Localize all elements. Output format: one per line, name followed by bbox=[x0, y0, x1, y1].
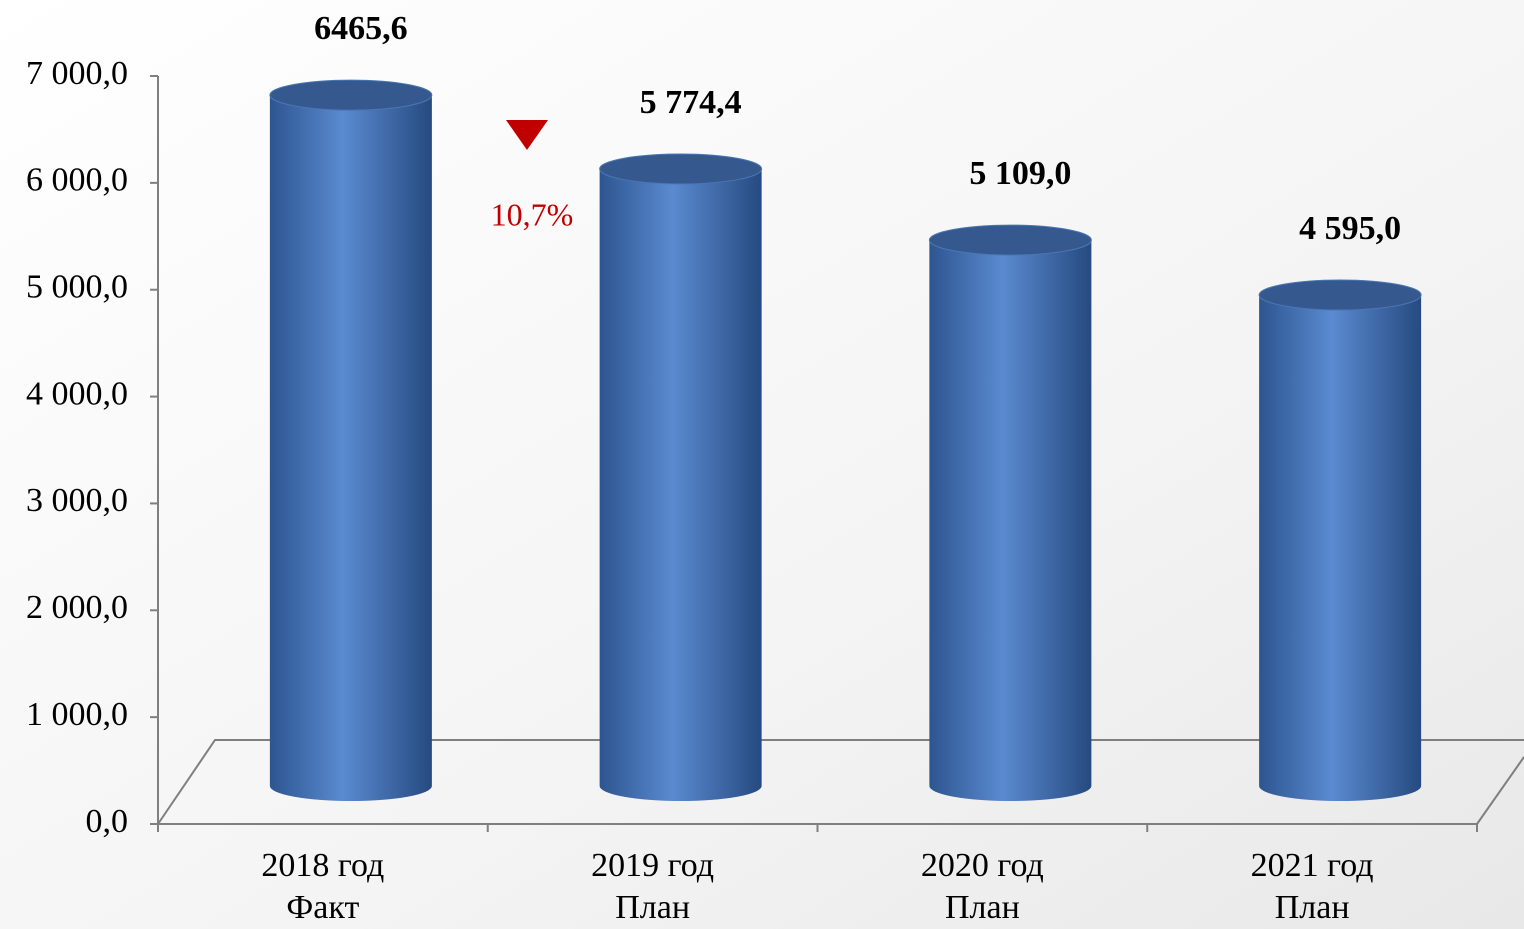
value-label: 5 774,4 bbox=[640, 84, 742, 121]
y-tick-label: 3 000,0 bbox=[26, 482, 128, 519]
y-tick-label: 1 000,0 bbox=[26, 696, 128, 733]
bar bbox=[928, 224, 1092, 801]
value-label: 5 109,0 bbox=[969, 155, 1071, 192]
value-label: 4 595,0 bbox=[1299, 210, 1401, 247]
x-tick-label: План bbox=[945, 889, 1020, 926]
cylinder-body bbox=[1259, 294, 1422, 801]
decrease-marker bbox=[506, 120, 548, 150]
cylinder-top bbox=[269, 79, 433, 111]
bar bbox=[269, 79, 433, 801]
cylinder-top bbox=[928, 224, 1092, 256]
x-tick-label: 2020 год bbox=[921, 847, 1044, 884]
cylinder-body bbox=[599, 168, 762, 801]
y-tick-label: 6 000,0 bbox=[26, 162, 128, 199]
annotation: 10,7% bbox=[491, 196, 574, 232]
cylinder-body bbox=[929, 240, 1092, 801]
x-tick-label: Факт bbox=[286, 889, 359, 926]
y-tick-label: 5 000,0 bbox=[26, 269, 128, 306]
y-tick-label: 4 000,0 bbox=[26, 375, 128, 412]
bar bbox=[1258, 279, 1422, 801]
y-tick-label: 0,0 bbox=[86, 803, 129, 840]
cylinder-top bbox=[1258, 279, 1422, 311]
bar bbox=[599, 153, 763, 801]
x-tick-label: План bbox=[1275, 889, 1350, 926]
x-tick-label: 2019 год bbox=[591, 847, 714, 884]
cylinder-top bbox=[599, 153, 763, 185]
value-label: 6465,6 bbox=[314, 10, 408, 47]
cylinder-body bbox=[269, 95, 432, 801]
x-tick-label: 2021 год bbox=[1251, 847, 1374, 884]
x-tick-label: 2018 год bbox=[261, 847, 384, 884]
x-tick-label: План bbox=[615, 889, 690, 926]
y-tick-label: 7 000,0 bbox=[26, 55, 128, 92]
y-tick-label: 2 000,0 bbox=[26, 589, 128, 626]
